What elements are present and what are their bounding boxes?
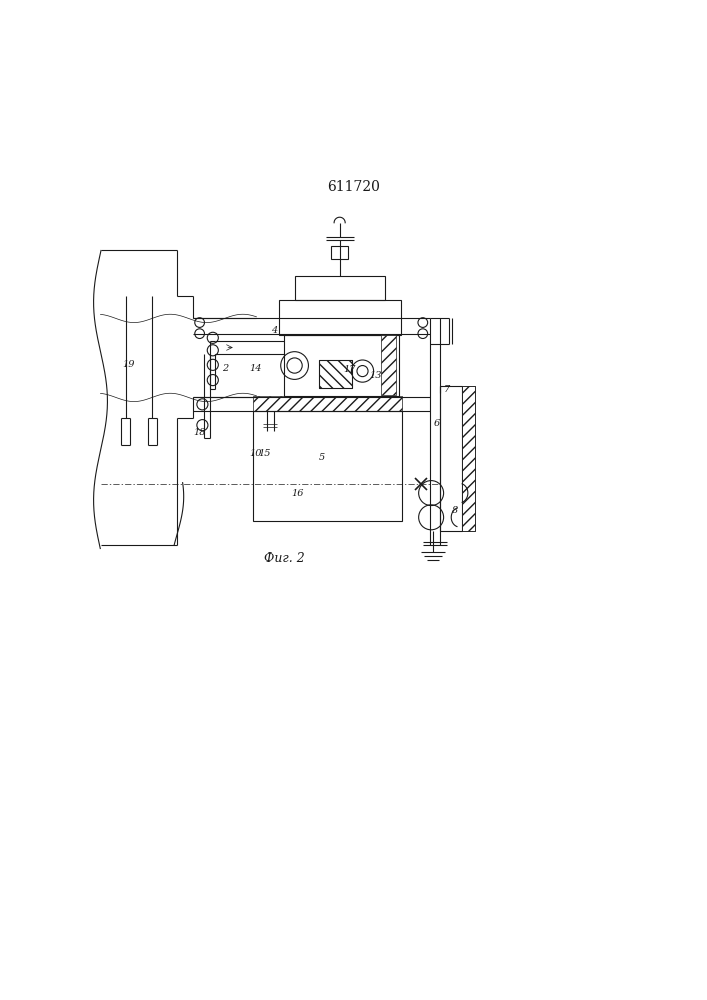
Bar bbox=[462, 386, 475, 531]
Bar bbox=[462, 386, 475, 531]
Text: 6: 6 bbox=[433, 419, 440, 428]
Text: 16: 16 bbox=[292, 489, 304, 498]
Bar bbox=[440, 386, 462, 531]
Bar bbox=[319, 360, 352, 388]
Bar bbox=[381, 335, 397, 395]
Bar bbox=[253, 396, 402, 411]
Bar bbox=[332, 246, 348, 259]
Text: 17: 17 bbox=[344, 365, 356, 374]
Text: 13: 13 bbox=[370, 371, 382, 380]
Text: 19: 19 bbox=[122, 360, 134, 369]
Text: 18: 18 bbox=[194, 428, 206, 437]
Bar bbox=[295, 276, 385, 300]
Text: 4: 4 bbox=[271, 326, 277, 335]
Text: Фиг. 2: Фиг. 2 bbox=[264, 552, 305, 565]
Text: 15: 15 bbox=[259, 449, 271, 458]
Text: 611720: 611720 bbox=[327, 180, 380, 194]
Text: 14: 14 bbox=[249, 364, 262, 373]
Text: 2: 2 bbox=[222, 364, 228, 373]
Text: 5: 5 bbox=[319, 453, 325, 462]
Bar bbox=[279, 300, 401, 335]
Text: 8: 8 bbox=[452, 506, 459, 515]
Bar bbox=[319, 360, 352, 388]
Bar bbox=[253, 411, 402, 521]
Text: 7: 7 bbox=[444, 385, 450, 394]
Bar bbox=[284, 335, 399, 396]
Text: 10: 10 bbox=[249, 449, 262, 458]
